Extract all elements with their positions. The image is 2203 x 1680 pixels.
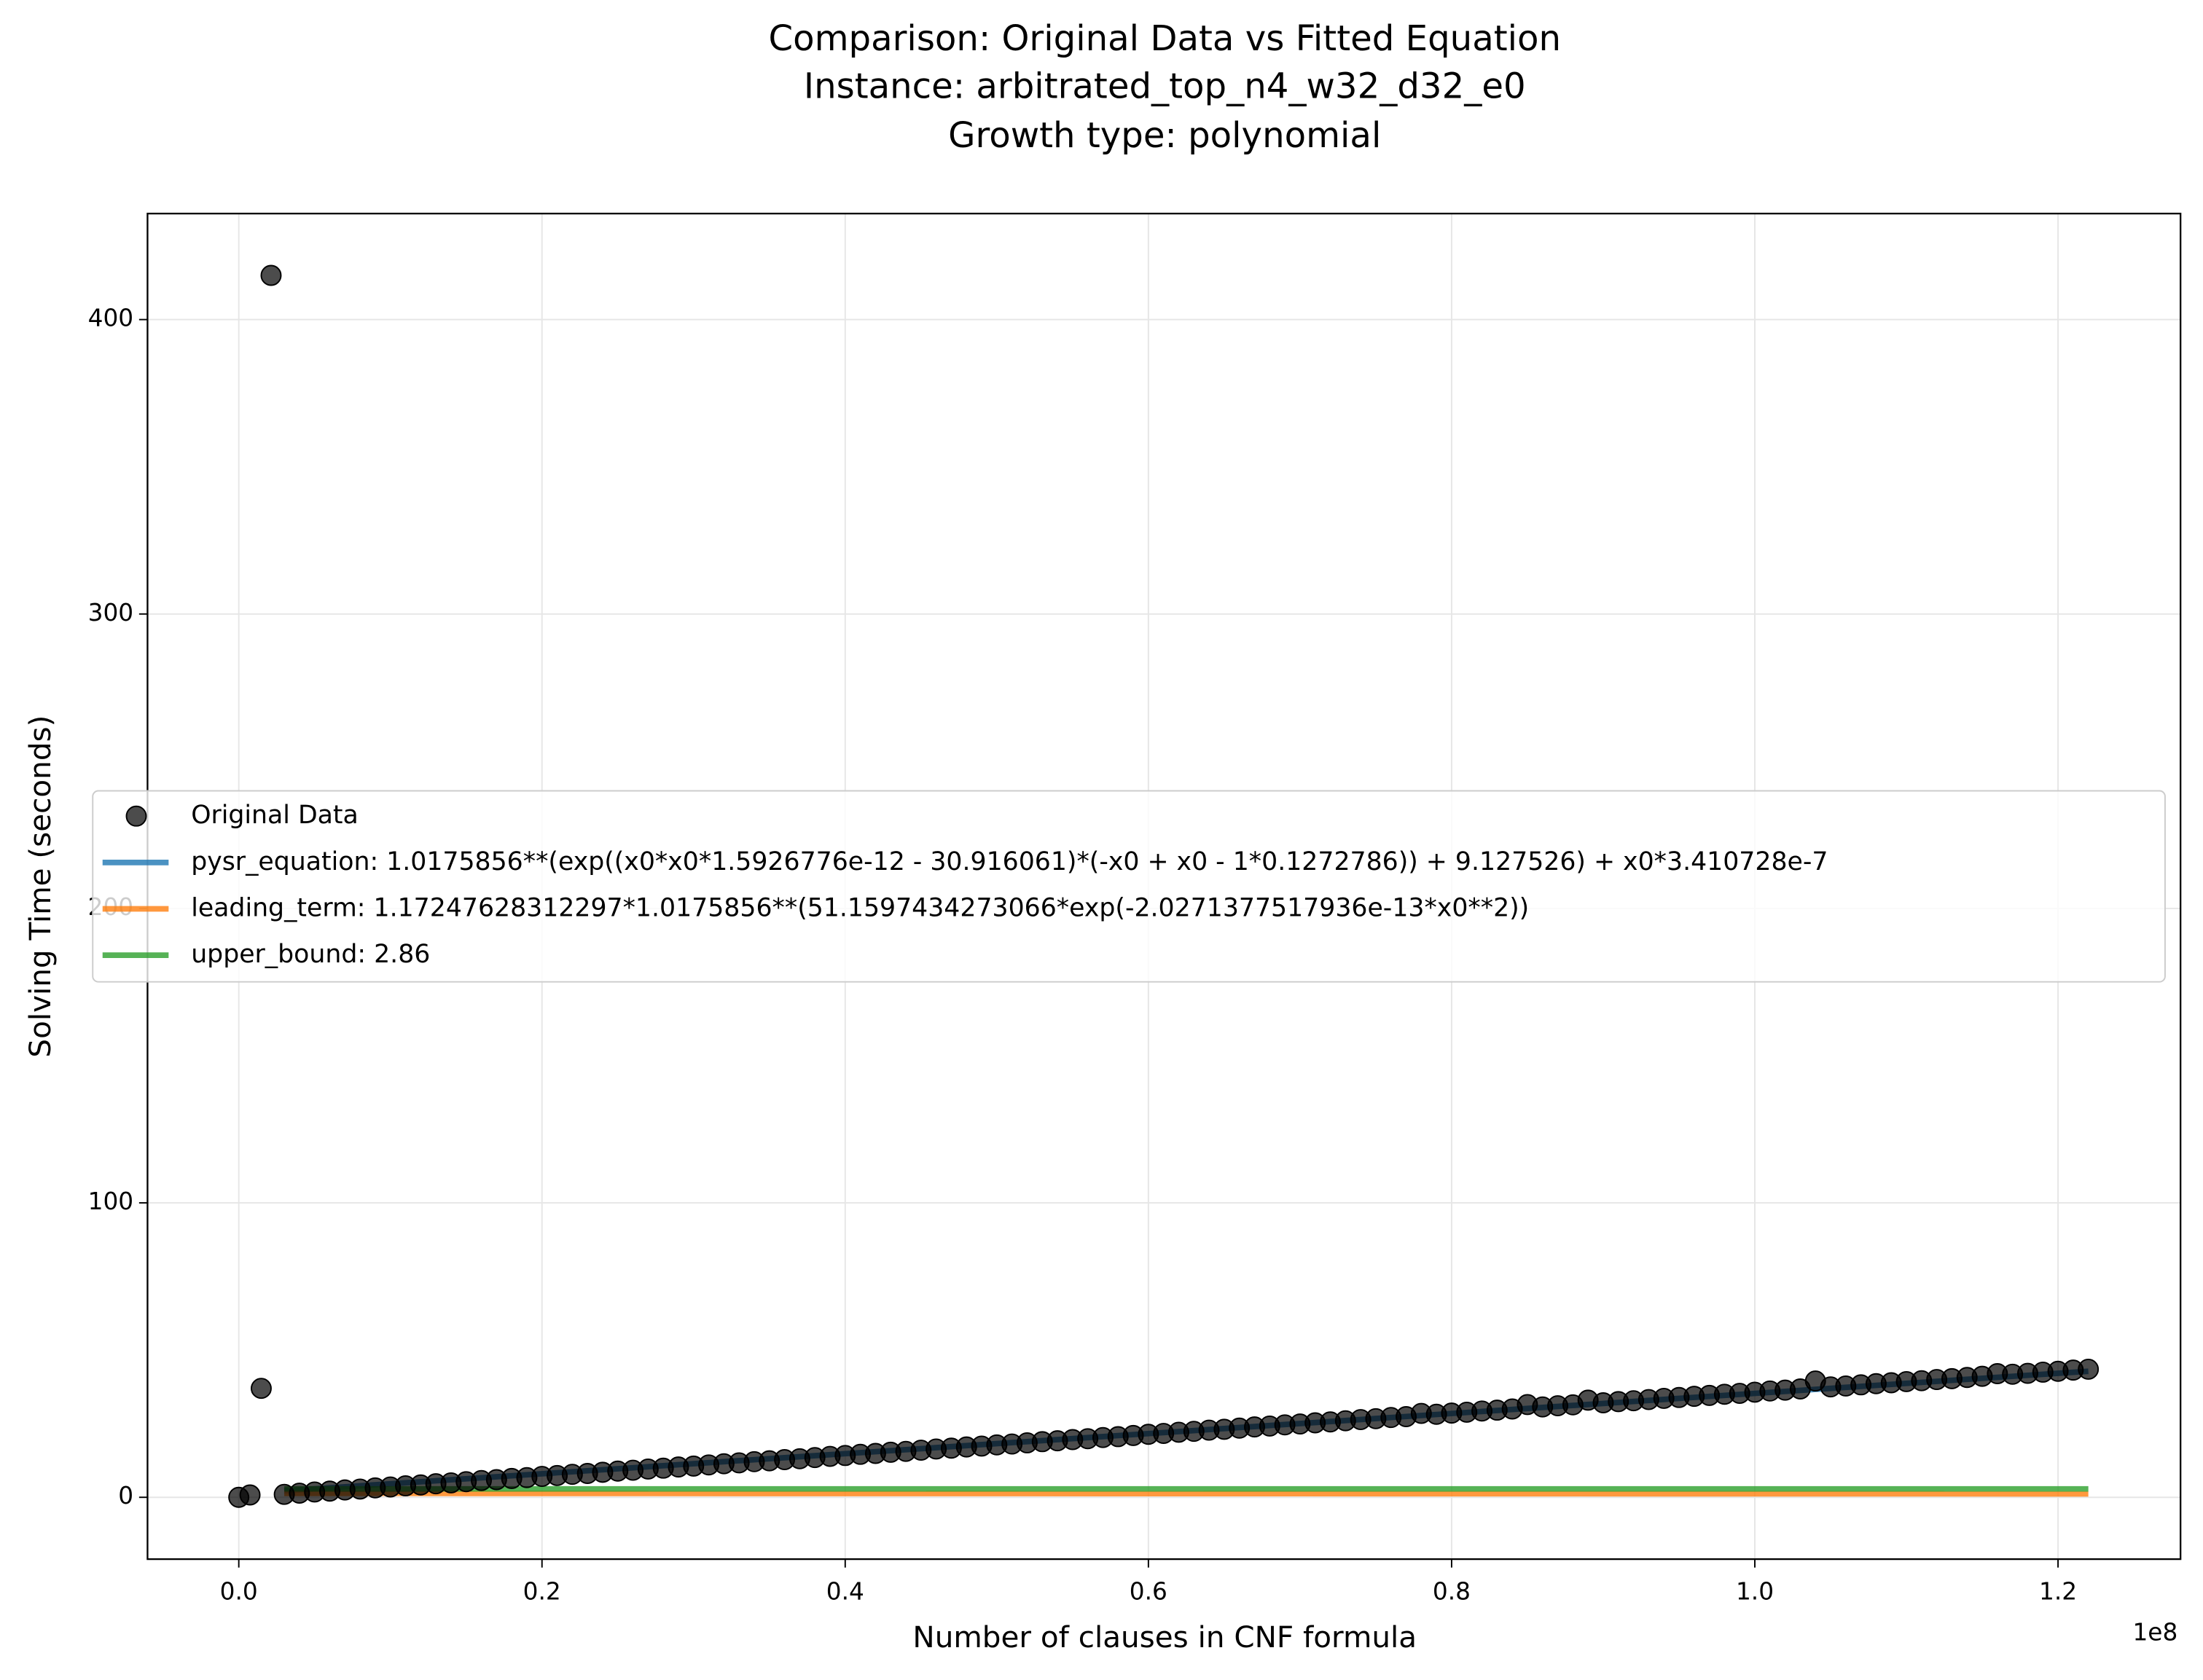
- x-tick-label: 0.2: [523, 1577, 561, 1605]
- y-tick-label: 400: [88, 305, 134, 332]
- x-tick-label: 0.8: [1433, 1577, 1471, 1605]
- legend-marker: [125, 805, 147, 827]
- chart-subtitle: Instance: arbitrated_top_n4_w32_d32_e0: [804, 66, 1526, 107]
- x-tick-label: 0.4: [826, 1577, 864, 1605]
- y-tick-label: 300: [88, 599, 134, 627]
- data-point: [250, 1378, 272, 1400]
- legend-label: Original Data: [191, 801, 359, 830]
- data-point: [2078, 1358, 2100, 1380]
- x-axis-label: Number of clauses in CNF formula: [912, 1620, 1417, 1655]
- x-tick-label: 1.2: [2039, 1577, 2077, 1605]
- chart-subtitle: Growth type: polynomial: [948, 115, 1381, 156]
- fit-line: [284, 1490, 2089, 1497]
- x-tick-label: 0.0: [220, 1577, 258, 1605]
- legend-label: pysr_equation: 1.0175856**(exp((x0*x0*1.…: [191, 847, 1828, 876]
- legend-label: leading_term: 1.17247628312297*1.0175856…: [191, 893, 1529, 922]
- y-tick-label: 0: [118, 1482, 133, 1510]
- x-offset-label: 1e8: [2132, 1618, 2177, 1646]
- chart-title: Comparison: Original Data vs Fitted Equa…: [768, 18, 1561, 59]
- data-point: [239, 1484, 261, 1506]
- x-tick-label: 1.0: [1736, 1577, 1774, 1605]
- y-tick-label: 100: [88, 1188, 134, 1215]
- data-point: [260, 264, 282, 286]
- legend: [92, 790, 2166, 983]
- y-axis-label: Solving Time (seconds): [23, 715, 58, 1058]
- legend-label: upper_bound: 2.86: [191, 940, 430, 969]
- x-tick-label: 0.6: [1130, 1577, 1167, 1605]
